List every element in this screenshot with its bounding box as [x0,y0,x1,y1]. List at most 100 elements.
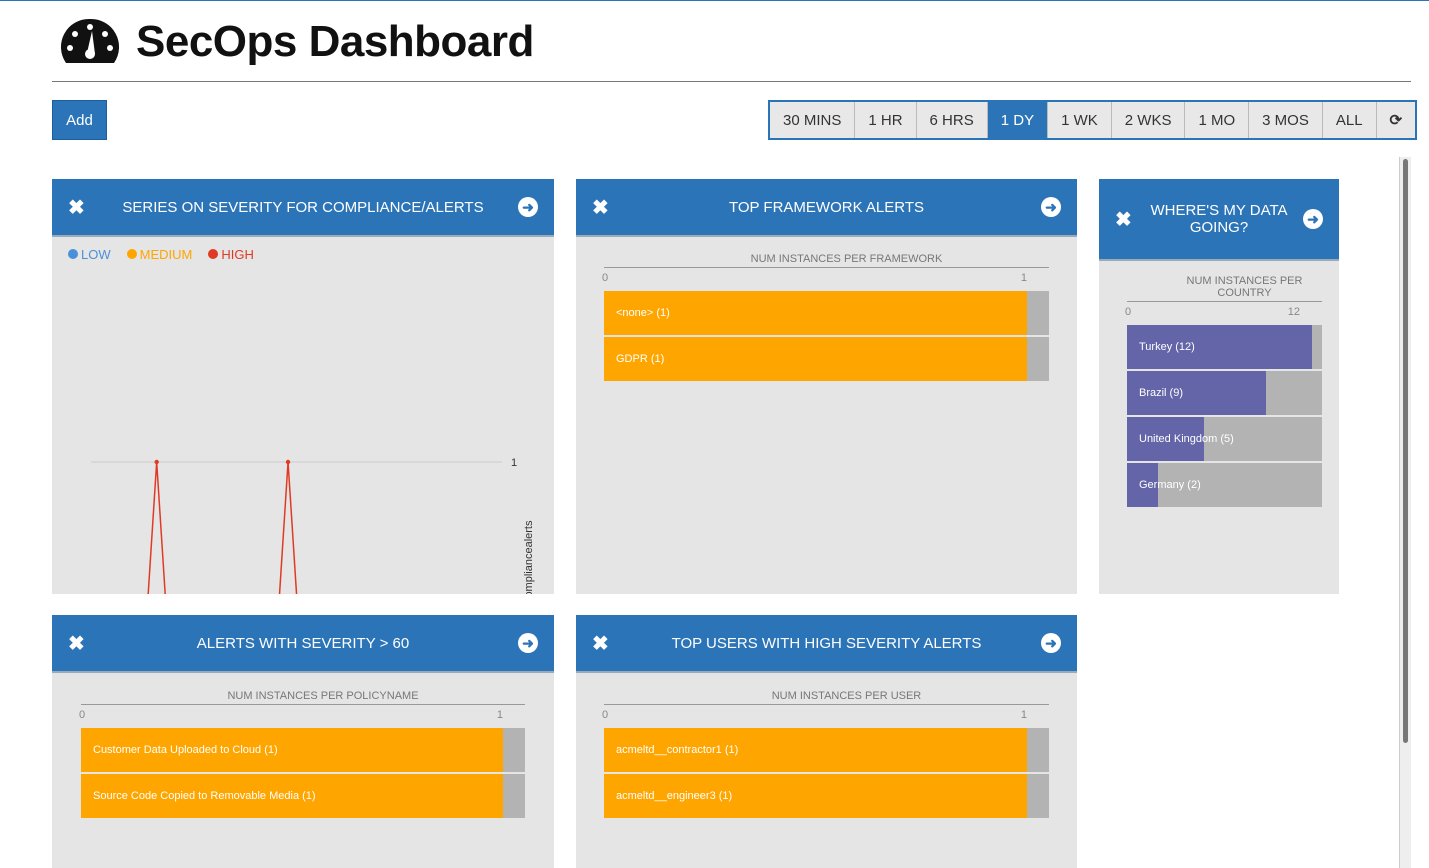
speedometer-icon [60,18,120,63]
bar-label: Germany (2) [1139,479,1201,491]
legend-dot-icon [68,249,78,259]
range-1-wk[interactable]: 1 WK [1048,102,1112,138]
panel-header: ✖ ALERTS WITH SEVERITY > 60 ➜ [52,615,554,673]
bar-chart: NUM INSTANCES PER USER 0 1 acmeltd__contrac… [602,690,1049,820]
bar-fill [604,728,1027,772]
severity-panel: ✖ SERIES ON SEVERITY FOR COMPLIANCE/ALERT… [52,179,554,594]
bar[interactable]: acmeltd__contractor1 (1) [604,728,1049,772]
legend-label: MEDIUM [139,247,193,262]
panel-title: TOP USERS WITH HIGH SEVERITY ALERTS [671,634,982,652]
add-button[interactable]: Add [52,100,107,140]
close-icon[interactable]: ✖ [68,196,85,219]
bar[interactable]: Germany (2) [1127,463,1322,507]
time-range-selector: 30 MINS 1 HR 6 HRS 1 DY 1 WK 2 WKS 1 MO 3 MOS AL… [768,100,1418,140]
bar-fill [1127,371,1266,415]
bar[interactable]: Customer Data Uploaded to Cloud (1) [81,728,525,772]
bar[interactable]: acmeltd__engineer3 (1) [604,774,1049,818]
close-icon[interactable]: ✖ [592,196,609,219]
panel-title: ALERTS WITH SEVERITY > 60 [196,634,410,652]
bar-label: <none> (1) [616,307,670,319]
arrow-right-icon[interactable]: ➜ [1041,197,1061,217]
bar[interactable]: Source Code Copied to Removable Media (1… [81,774,525,818]
panel-header: ✖ TOP USERS WITH HIGH SEVERITY ALERTS ➜ [576,615,1077,673]
panel-header: ✖ SERIES ON SEVERITY FOR COMPLIANCE/ALERT… [52,179,554,237]
bar-chart: NUM INSTANCES PER POLICYNAME 0 1 Customer D… [79,690,525,820]
range-all[interactable]: ALL [1323,102,1377,138]
legend-item[interactable]: LOW [68,247,111,262]
legend-dot-icon [208,249,219,259]
axis-tick-label: 0 [1125,306,1132,318]
scrollbar-thumb[interactable] [1403,159,1408,743]
panel-title: SERIES ON SEVERITY FOR COMPLIANCE/ALERTS [122,198,484,216]
bar[interactable]: GDPR (1) [604,337,1049,381]
close-icon[interactable]: ✖ [1115,208,1132,231]
chart-legend: LOW MEDIUM HIGH [68,247,254,262]
range-6-hrs[interactable]: 6 HRS [917,102,988,138]
bar-fill [1127,463,1158,507]
line-chart: 0106:0013:0020:0003:00Number of complian… [91,457,535,594]
range-30-mins[interactable]: 30 MINS [770,102,856,138]
panel-title: TOP FRAMEWORK ALERTS [728,198,925,216]
bar-fill [604,774,1027,818]
bar[interactable]: United Kingdom (5) [1127,417,1322,461]
page-header: SecOps Dashboard [60,17,534,67]
bar-label: United Kingdom (5) [1139,433,1234,445]
bar-label: Brazil (9) [1139,387,1184,399]
arrow-right-icon[interactable]: ➜ [518,197,538,217]
scrollbar[interactable] [1399,157,1411,868]
range-1-dy[interactable]: 1 DY [987,102,1049,138]
axis-tick-label: 0 [79,709,86,721]
close-icon[interactable]: ✖ [68,632,85,655]
bar[interactable]: Brazil (9) [1127,371,1322,415]
panel-title: WHERE'S MY DATA GOING? [1150,202,1288,236]
bar-chart: NUM INSTANCES PER FRAMEWORK 0 1 <none> (1) G… [602,253,1049,383]
series-line-high [147,461,298,594]
range-1-mo[interactable]: 1 MO [1185,102,1250,138]
legend-label: LOW [81,247,111,262]
arrow-right-icon[interactable]: ➜ [1041,633,1061,653]
alerts-panel: ✖ ALERTS WITH SEVERITY > 60 ➜ NUM INSTANCE… [52,615,554,868]
axis-tick-label: 0 [602,272,609,284]
bar-fill [81,774,503,818]
legend-dot-icon [126,249,137,259]
refresh-icon[interactable]: ⟳ [1389,112,1403,129]
bar-label: GDPR (1) [616,353,665,365]
chart-title: NUM INSTANCES PER USER [771,690,922,702]
axis-tick-label: 1 [1020,272,1027,284]
range-3-mos[interactable]: 3 MOS [1249,102,1323,138]
header-divider [52,81,1411,82]
range-2-wks[interactable]: 2 WKS [1112,102,1186,138]
arrow-right-icon[interactable]: ➜ [1303,209,1323,229]
axis-tick-label: 12 [1287,306,1300,318]
legend-item[interactable]: HIGH [208,247,254,262]
bar-fill [1127,417,1205,461]
bar[interactable]: <none> (1) [604,291,1049,335]
bar-label: acmeltd__contractor1 (1) [616,744,739,756]
page-title: SecOps Dashboard [136,17,534,66]
chart-title: NUM INSTANCES PER COUNTRY [1186,275,1303,299]
panel-header: ✖ TOP FRAMEWORK ALERTS ➜ [576,179,1077,237]
close-icon[interactable]: ✖ [592,632,609,655]
bar[interactable]: Turkey (12) [1127,325,1322,369]
bar-label: Customer Data Uploaded to Cloud (1) [93,744,278,756]
bar-fill [604,291,1027,335]
bar-label: acmeltd__engineer3 (1) [616,790,733,802]
chart-title: NUM INSTANCES PER FRAMEWORK [750,253,943,265]
chart-title: NUM INSTANCES PER POLICYNAME [227,690,419,702]
x-axis: 0 12 [1125,301,1322,325]
range-1-hr[interactable]: 1 HR [855,102,917,138]
y-tick-label: 1 [511,457,517,469]
arrow-right-icon[interactable]: ➜ [518,633,538,653]
data-point[interactable] [285,459,291,465]
panel-header: ✖ WHERE'S MY DATA GOING? ➜ [1099,179,1339,261]
legend-label: HIGH [221,247,254,262]
data-point[interactable] [154,459,159,465]
legend-item[interactable]: MEDIUM [126,247,193,262]
bar-label: Source Code Copied to Removable Media (1… [93,790,316,802]
axis-tick-label: 1 [1020,709,1027,721]
axis-tick-label: 1 [496,709,503,721]
bar-fill [1127,325,1313,369]
